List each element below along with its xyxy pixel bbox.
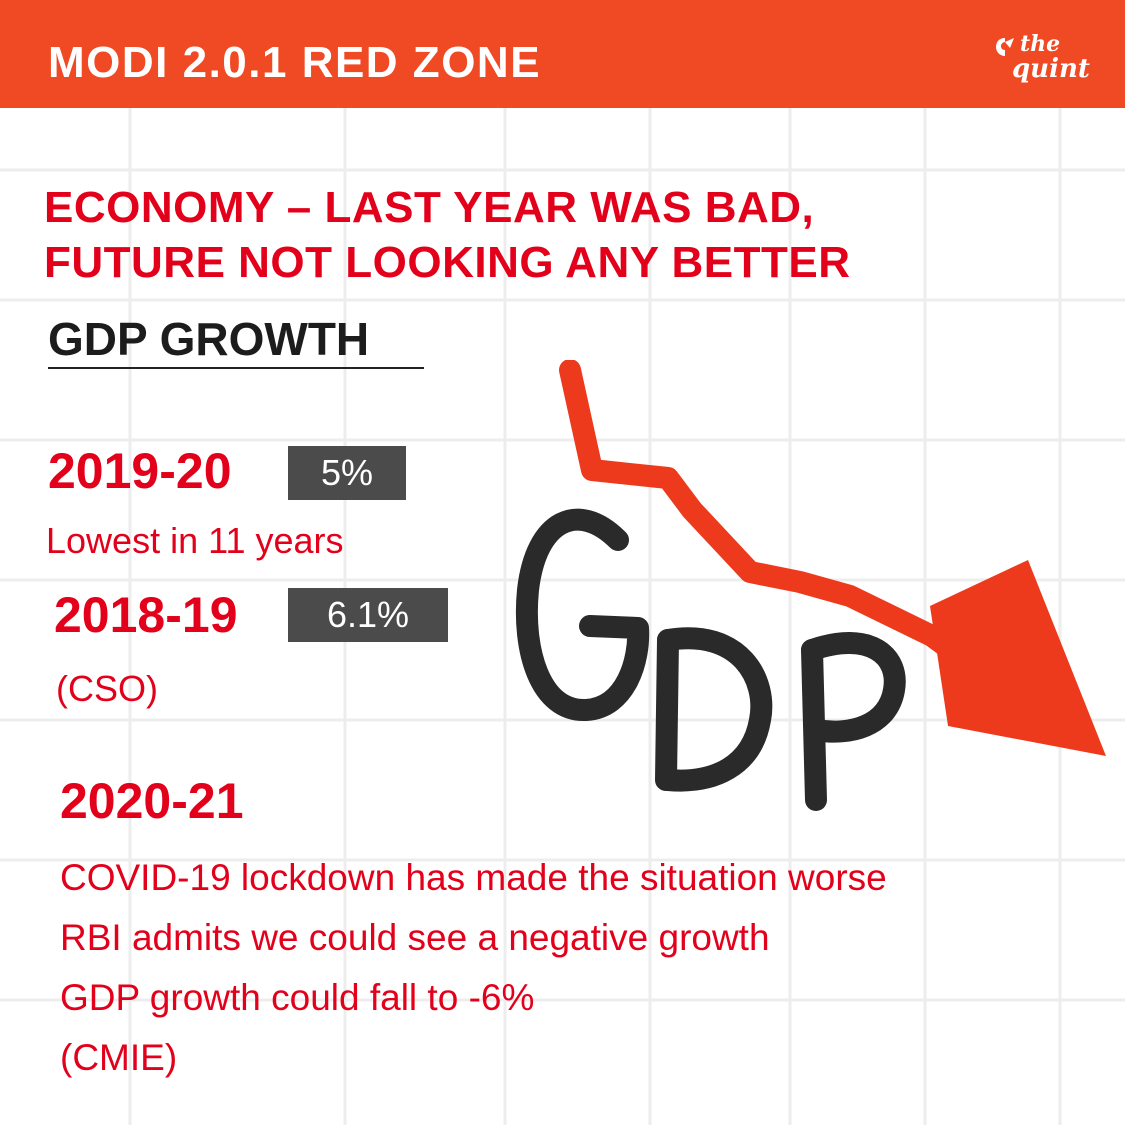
logo-text-quint: quint bbox=[1012, 54, 1090, 84]
header-bar: MODI 2.0.1 RED ZONE the quint bbox=[0, 0, 1125, 108]
forecast-line-1: COVID-19 lockdown has made the situation… bbox=[60, 857, 887, 898]
entry-note-2018-19: (CSO) bbox=[56, 668, 158, 709]
forecast-line-4: (CMIE) bbox=[60, 1037, 178, 1078]
the-quint-logo: the quint bbox=[990, 32, 1100, 92]
header-title: MODI 2.0.1 RED ZONE bbox=[48, 38, 542, 87]
gdp-letters bbox=[515, 508, 906, 811]
forecast-year: 2020-21 bbox=[60, 773, 244, 829]
entry-year-2018-19: 2018-19 bbox=[54, 587, 238, 643]
quote-mark-icon bbox=[996, 38, 1014, 56]
entry-year-2019-20: 2019-20 bbox=[48, 443, 232, 499]
entry-note-2019-20: Lowest in 11 years bbox=[46, 520, 344, 561]
entry-value-badge-2018-19: 6.1% bbox=[288, 588, 448, 642]
headline: ECONOMY – LAST YEAR WAS BAD, FUTURE NOT … bbox=[44, 180, 924, 290]
forecast-line-3: GDP growth could fall to -6% bbox=[60, 977, 535, 1018]
headline-line-1: ECONOMY – LAST YEAR WAS BAD, bbox=[44, 183, 815, 232]
headline-line-2: FUTURE NOT LOOKING ANY BETTER bbox=[44, 238, 851, 287]
forecast-line-2: RBI admits we could see a negative growt… bbox=[60, 917, 770, 958]
entry-value-badge-2019-20: 5% bbox=[288, 446, 406, 500]
section-title-underline bbox=[48, 367, 424, 369]
gdp-downtrend-illustration bbox=[515, 360, 1106, 811]
forecast-text: COVID-19 lockdown has made the situation… bbox=[60, 848, 887, 1088]
downward-trend-arrow-icon bbox=[559, 360, 1106, 756]
section-title: GDP GROWTH bbox=[48, 313, 370, 365]
logo-text-the: the bbox=[1020, 31, 1061, 57]
